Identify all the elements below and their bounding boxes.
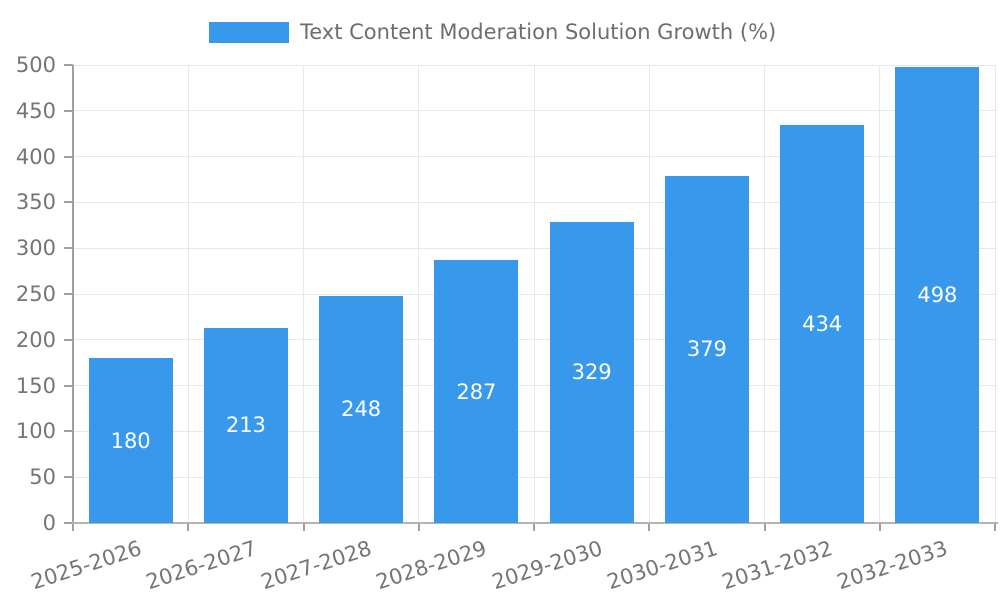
- v-gridline: [187, 65, 189, 523]
- y-axis-tick: [64, 293, 73, 295]
- y-axis-tick-label: 350: [15, 190, 56, 215]
- x-axis-tick: [417, 523, 420, 531]
- x-axis-tick: [763, 523, 766, 531]
- bar: 287: [434, 260, 519, 523]
- y-axis-tick: [64, 476, 73, 479]
- y-axis-tick: [64, 430, 73, 433]
- y-axis-tick: [64, 338, 73, 341]
- y-axis-tick: [64, 247, 73, 250]
- legend-label: Text Content Moderation Solution Growth …: [300, 20, 777, 44]
- v-gridline: [303, 65, 304, 523]
- x-axis-tick: [72, 523, 74, 531]
- x-axis-tick: [994, 523, 996, 531]
- y-axis-tick: [64, 109, 73, 112]
- y-axis-tick-label: 500: [15, 53, 56, 77]
- y-axis-tick-label: 150: [15, 373, 56, 398]
- y-axis-tick: [64, 201, 73, 204]
- y-axis-tick-label: 50: [29, 465, 56, 490]
- bar: 379: [664, 175, 749, 523]
- v-gridline: [879, 65, 881, 523]
- y-axis-tick-label: 100: [15, 419, 56, 444]
- y-axis-line: [72, 65, 74, 523]
- v-gridline: [764, 65, 765, 523]
- x-axis-tick: [533, 523, 535, 531]
- v-gridline: [418, 65, 420, 523]
- v-gridline: [648, 65, 650, 523]
- bar-value-label: 498: [917, 282, 958, 307]
- bar-value-label: 248: [341, 397, 382, 422]
- y-axis-tick-label: 400: [15, 144, 56, 169]
- x-axis-tick: [648, 523, 651, 531]
- bar-value-label: 287: [456, 379, 497, 404]
- x-axis-tick: [187, 523, 190, 531]
- y-axis-tick: [64, 155, 73, 158]
- legend-swatch-icon: [209, 21, 289, 43]
- bar: 213: [203, 327, 288, 523]
- bar: 434: [780, 125, 865, 523]
- y-axis-tick-label: 300: [15, 236, 56, 261]
- y-axis-tick: [64, 522, 73, 524]
- y-axis-tick-label: 250: [15, 282, 56, 306]
- bar-value-label: 213: [225, 413, 266, 438]
- y-axis-tick: [64, 64, 73, 66]
- y-axis-tick-label: 200: [15, 327, 56, 352]
- bar: 248: [319, 295, 404, 523]
- y-axis-tick-label: 450: [15, 98, 56, 123]
- y-axis-tick-label: 0: [42, 511, 56, 535]
- bar-value-label: 329: [571, 360, 612, 385]
- x-axis-tick: [878, 523, 881, 531]
- bar-value-label: 180: [110, 428, 151, 453]
- v-gridline: [533, 65, 535, 523]
- x-axis-tick: [302, 523, 305, 531]
- x-axis-line: [72, 522, 998, 524]
- bar: 329: [549, 221, 634, 523]
- bar: 180: [88, 358, 173, 523]
- chart-legend[interactable]: Text Content Moderation Solution Growth …: [209, 20, 776, 44]
- v-gridline: [994, 65, 996, 523]
- bar-value-label: 434: [802, 312, 843, 337]
- y-axis-tick: [64, 384, 73, 387]
- bar: 498: [895, 66, 980, 523]
- bar-value-label: 379: [686, 337, 727, 362]
